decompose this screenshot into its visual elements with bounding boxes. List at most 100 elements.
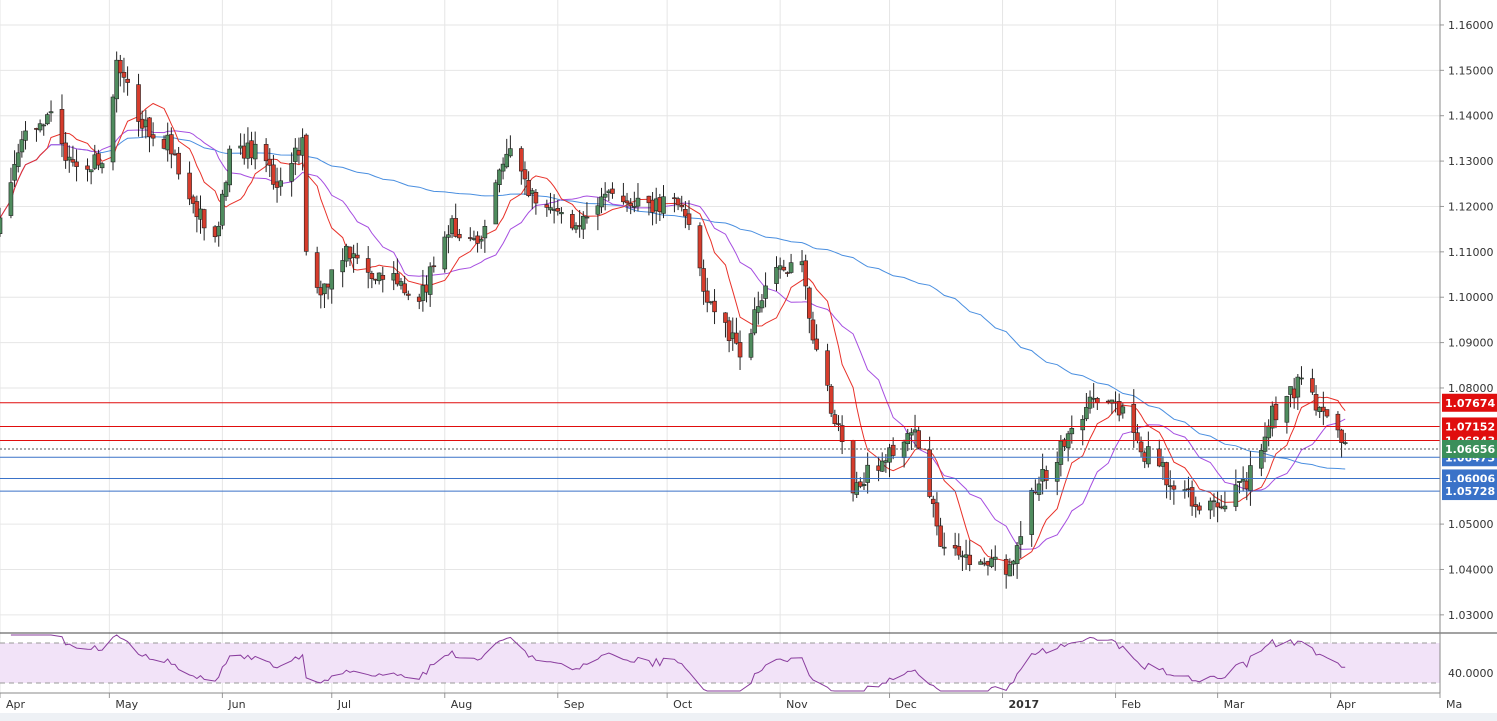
x-tick-label: Jul — [337, 698, 351, 711]
rsi-band — [0, 643, 1440, 683]
candle-body — [909, 432, 914, 436]
x-tick-label: Apr — [6, 698, 26, 711]
candle-body — [278, 180, 284, 187]
candle-body — [59, 109, 65, 145]
candle-body — [785, 272, 790, 274]
candle-body — [774, 267, 779, 284]
candle-body — [402, 283, 407, 294]
candle-body — [227, 148, 232, 186]
y-tick-label: 1.13000 — [1448, 155, 1494, 168]
candle-body — [1171, 485, 1177, 490]
candle-body — [271, 164, 276, 185]
sma-100-line — [0, 136, 1346, 470]
x-tick-label: Sep — [564, 698, 585, 711]
resistance-level-tag — [1442, 393, 1497, 412]
candle-body — [1135, 432, 1140, 441]
candle-body — [508, 148, 513, 157]
candle-body — [599, 196, 604, 208]
candle-body — [457, 233, 462, 239]
candle-body — [839, 425, 845, 442]
candle-body — [289, 163, 294, 182]
candle-body — [37, 123, 43, 131]
candle-body — [467, 237, 473, 239]
candle-body — [930, 498, 936, 504]
grid — [0, 0, 1441, 693]
candle-body — [759, 300, 765, 309]
candle-body — [136, 84, 141, 122]
candle-body — [519, 148, 524, 172]
candle-body — [726, 320, 732, 342]
candles — [0, 51, 1348, 589]
candle-body — [1295, 376, 1301, 398]
candle-body — [927, 449, 932, 497]
candle-body — [347, 246, 353, 259]
candle-body — [697, 225, 703, 269]
candle-body — [712, 300, 717, 313]
candle-body — [190, 196, 196, 204]
candle-body — [683, 209, 688, 217]
y-tick-label: 1.16000 — [1448, 19, 1494, 32]
candle-body — [48, 111, 54, 114]
candle-body — [890, 444, 896, 456]
candle-body — [263, 144, 269, 162]
candle-body — [398, 281, 404, 286]
candle-body — [1211, 500, 1217, 503]
candle-body — [836, 423, 841, 425]
candle-body — [825, 350, 830, 386]
candle-body — [1036, 483, 1042, 495]
candle-body — [365, 258, 371, 273]
candle-body — [555, 208, 561, 212]
y-tick-label: 1.14000 — [1448, 110, 1494, 123]
x-tick-label: Ma — [1446, 698, 1462, 711]
candle-body — [431, 265, 437, 268]
candle-body — [704, 290, 710, 303]
candle-body — [905, 433, 911, 445]
candle-body — [1043, 470, 1049, 481]
candle-body — [992, 556, 998, 560]
candle-body — [88, 169, 94, 173]
rsi-line — [10, 634, 1346, 692]
candle-body — [223, 182, 229, 197]
level-lines: 1.076741.071521.068431.064731.060061.057… — [0, 393, 1497, 501]
candle-body — [763, 285, 768, 299]
candle-body — [427, 266, 433, 295]
x-tick-label: Nov — [786, 698, 808, 711]
candle-body — [216, 225, 222, 237]
candle-body — [1138, 441, 1144, 453]
candle-body — [1273, 403, 1279, 421]
candle-body — [865, 464, 870, 483]
x-tick-label: Feb — [1122, 698, 1141, 711]
candle-body — [23, 130, 28, 141]
candle-body — [901, 441, 907, 459]
x-tick-label: Jun — [227, 698, 245, 711]
candle-body — [1193, 504, 1199, 507]
candle-body — [1018, 536, 1024, 545]
candle-body — [446, 234, 451, 238]
candle-body — [548, 207, 553, 211]
y-tick-label: 1.03000 — [1448, 609, 1494, 622]
candle-body — [395, 273, 400, 285]
bottom-strip — [0, 713, 1497, 721]
candle-body — [679, 204, 685, 208]
candle-body — [1222, 505, 1228, 510]
candle-body — [1259, 450, 1264, 469]
candle-body — [252, 143, 258, 160]
candle-body — [934, 502, 940, 527]
candle-body — [118, 60, 123, 74]
candle-body — [734, 332, 739, 344]
candle-body — [201, 209, 207, 229]
candle-body — [701, 268, 706, 292]
candle-body — [19, 139, 25, 153]
candle-body — [580, 215, 586, 230]
candle-body — [74, 161, 79, 167]
x-tick-label: Dec — [896, 698, 917, 711]
y-tick-label: 1.12000 — [1448, 200, 1494, 213]
candle-body — [832, 414, 838, 424]
candle-body — [453, 218, 458, 237]
candle-body — [1131, 403, 1137, 433]
candle-body — [1095, 398, 1100, 403]
candle-body — [1233, 484, 1239, 507]
candle-body — [85, 165, 90, 170]
candle-body — [110, 96, 116, 163]
